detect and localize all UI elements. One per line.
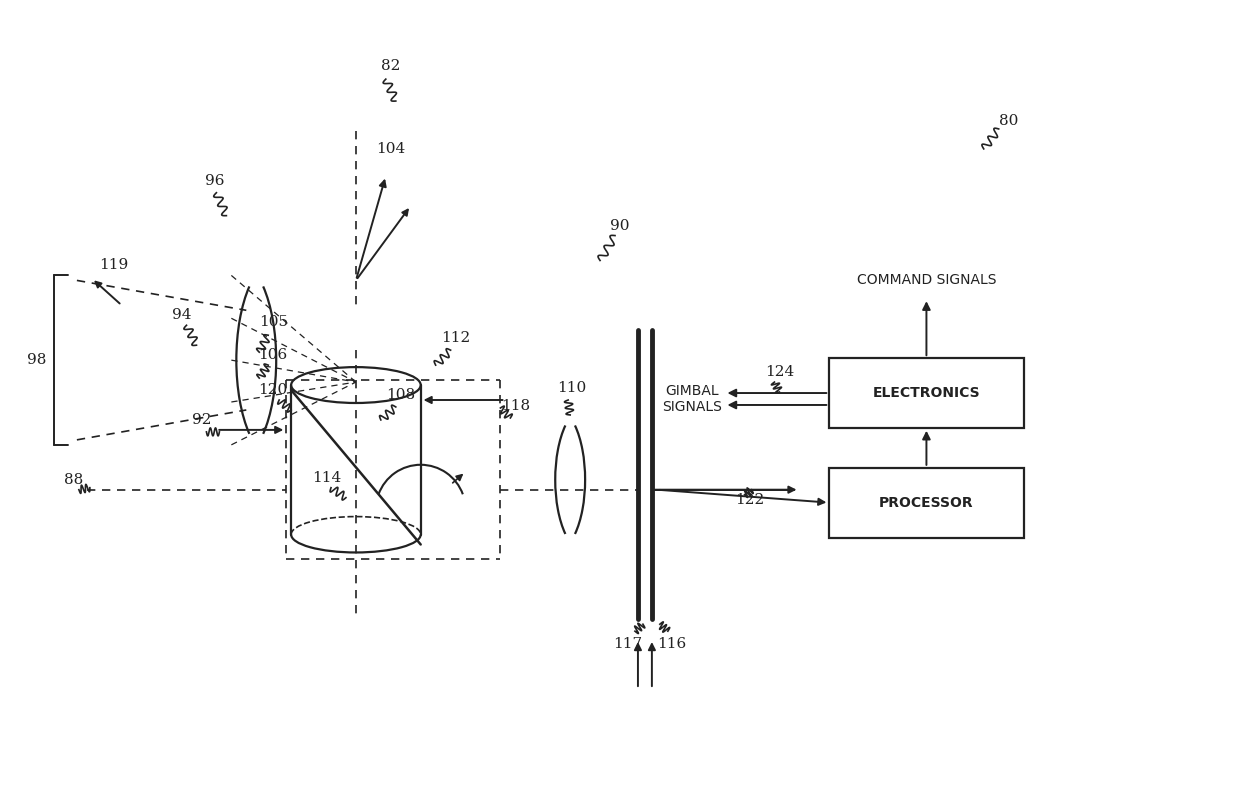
Text: 88: 88 [64,473,83,487]
Text: 94: 94 [172,308,191,322]
Text: 112: 112 [441,332,470,345]
Text: 116: 116 [657,637,687,651]
Text: 119: 119 [99,258,129,272]
Text: 92: 92 [192,413,211,427]
Text: 117: 117 [614,637,642,651]
Text: 82: 82 [381,59,401,74]
Text: 122: 122 [735,493,764,507]
Text: 90: 90 [610,219,630,233]
Text: 105: 105 [259,316,288,329]
Text: 96: 96 [205,173,224,188]
Text: COMMAND SIGNALS: COMMAND SIGNALS [857,273,996,288]
Text: 104: 104 [376,142,405,156]
Text: GIMBAL
SIGNALS: GIMBAL SIGNALS [662,384,722,414]
Text: ELECTRONICS: ELECTRONICS [873,386,981,400]
Text: 108: 108 [386,388,415,402]
Text: 110: 110 [558,381,587,395]
Text: 80: 80 [999,114,1018,128]
Text: 118: 118 [501,399,529,413]
Text: PROCESSOR: PROCESSOR [879,495,973,510]
Text: 114: 114 [312,471,342,485]
Text: 98: 98 [27,353,47,367]
Text: 120: 120 [259,383,288,397]
Text: 106: 106 [259,348,288,362]
Text: 124: 124 [765,365,794,379]
